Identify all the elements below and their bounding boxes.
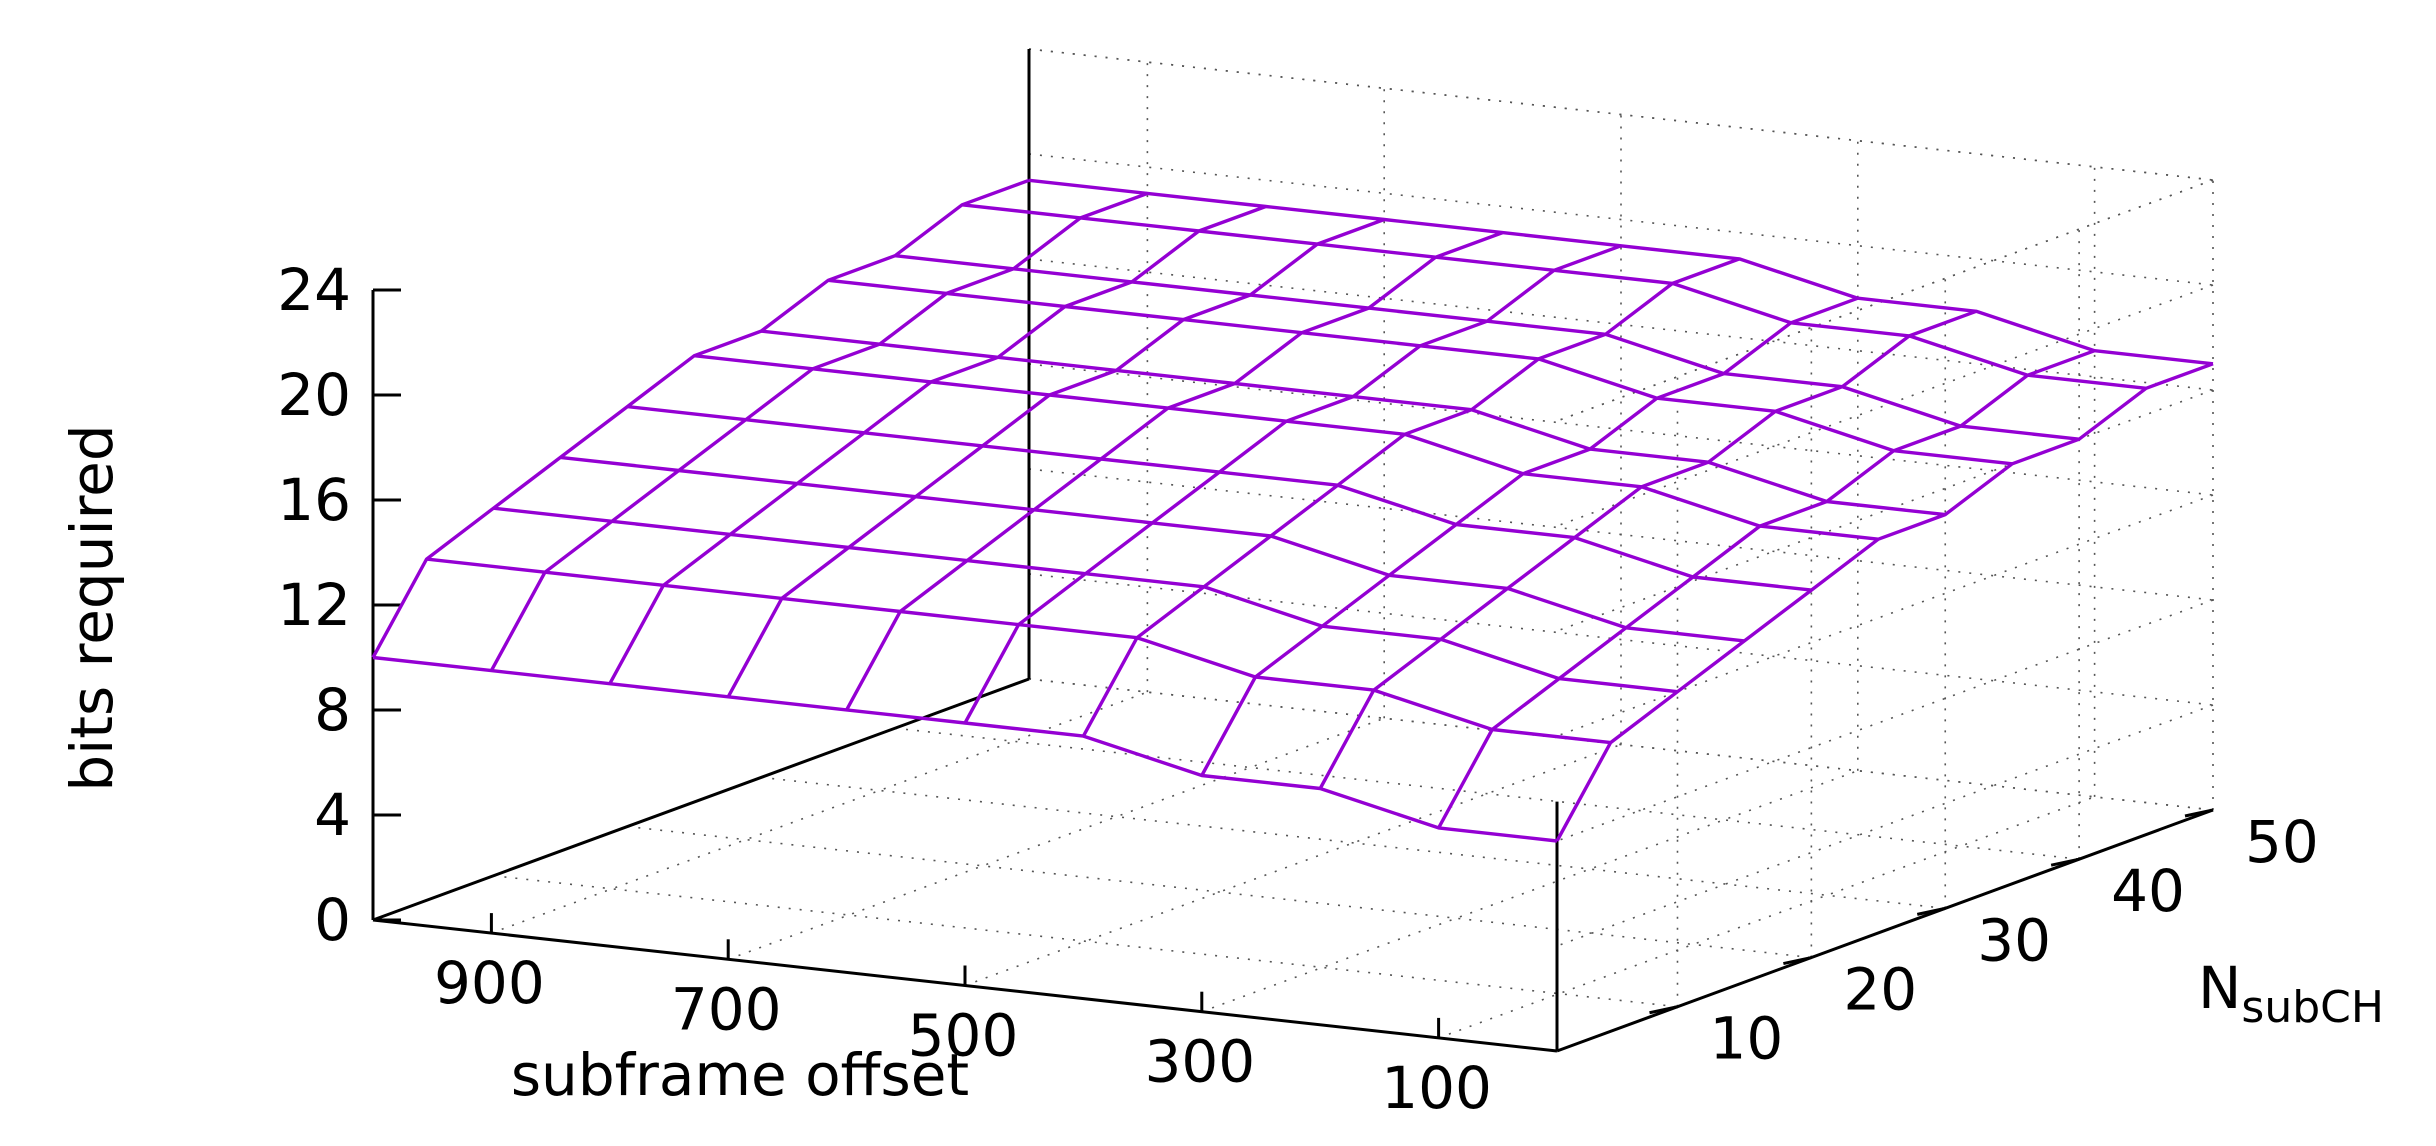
surface-column-line [963,244,1622,724]
y-tick [1649,1005,1678,1015]
y-tick-label: 50 [2245,808,2319,876]
surface-column-line [489,191,1148,672]
surface-row-line [961,203,2147,390]
y-tick [2184,808,2214,818]
z-tick-label: 4 [314,781,351,849]
surface-column-line [371,178,1030,659]
surface-row-line [894,254,2080,441]
surface-row-line [560,455,1745,643]
surface-column-line [1555,362,2214,842]
surface-column-line [1200,296,1859,777]
y-axis-line [1556,808,2214,1053]
grid-line [1028,153,2214,286]
z-tick-label: 0 [314,886,351,954]
grid-line [1556,389,2214,632]
z-tick-label: 8 [314,676,351,744]
grid-line [1028,678,2214,811]
y-tick [1783,956,1812,966]
z-axis-title: bits required [58,424,126,791]
y-axis-title: NsubCH [2198,954,2384,1033]
surface-layer [371,178,2214,843]
grid-line [964,743,1622,987]
y-axis-title-sub: subCH [2241,982,2384,1033]
y-tick-label: 30 [1977,906,2051,974]
grid-line [491,691,1148,934]
z-tick-label: 16 [277,466,351,534]
surface-column-line [608,204,1267,685]
y-tick [1916,906,1946,916]
z-tick-label: 24 [277,256,351,324]
grid-line [627,825,1812,959]
floor-edge-line [372,677,1030,922]
grid-layer [491,48,2214,1052]
grid-line [1028,363,2214,496]
x-tick-label: 100 [1381,1054,1492,1122]
surface-column-line [1437,349,2096,829]
surface-row-line [426,557,1611,745]
y-tick-label: 10 [1709,1005,1783,1073]
x-axis-title: subframe offset [511,1041,969,1109]
x-tick-label: 700 [671,975,782,1043]
grid-line [761,776,1946,910]
grid-line [895,727,2080,860]
surface-row-line [761,329,1946,517]
surface-column-line [845,231,1504,711]
y-tick-label: 20 [1843,956,1917,1024]
surface-column-line [726,217,1385,698]
surface-column-line [1318,309,1977,790]
y-tick [2050,857,2080,867]
x-tick-label: 900 [434,949,545,1017]
grid-line [1028,48,2214,181]
z-tick-label: 12 [277,571,351,639]
grid-line [493,874,1678,1008]
x-tick-label: 500 [908,1002,1019,1070]
surface-row-line [493,506,1678,694]
z-tick-label: 20 [277,361,351,429]
grid-line [1556,494,2214,737]
y-axis-title-main: N [2198,954,2241,1022]
y-tick-label: 40 [2111,857,2185,925]
x-tick-label: 300 [1144,1028,1255,1096]
label-layer: 0 4 8 12 16 20 24 900 700 500 300 100 10 20 30 40 50 [277,256,2319,1122]
axis-layer [371,49,2214,1053]
grid-line [1556,599,2214,842]
surface-column-line [1081,257,1740,737]
